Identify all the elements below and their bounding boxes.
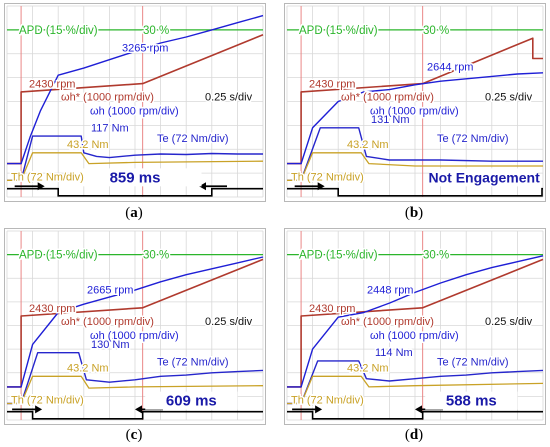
series-line-wh [7,14,264,165]
engagement-time-box [430,168,538,187]
caption-b: (b) [404,205,424,221]
apd-label: APD (15 %/div) [19,25,98,37]
time-scale: 0.25 s/div [485,92,533,104]
speed-peak: 2448 rpm [367,285,413,297]
te-peak: 130 Nm [91,339,130,351]
engagement-time-box [145,391,238,410]
arrow-right-icon [14,182,45,191]
series-line-te [7,351,264,405]
speed-label: ωh (1000 rpm/div) [370,106,459,118]
time-scale: 0.25 s/div [485,316,533,328]
th-value: 43.2 Nm [347,139,389,151]
series-line-th [7,152,264,181]
arrow-left-icon [199,182,227,191]
series-line-th [287,375,544,405]
caption-a: (a) [125,205,143,221]
th-label: Th (72 Nm/div) [11,394,84,406]
th-value: 43.2 Nm [347,363,389,375]
speed-peak: 3265 rpm [122,42,168,54]
series-line-wh [287,255,544,388]
panel-a: 859 ms APD (15 %/div) 30 % 2430 rpm ωh* (100… [4,3,266,202]
speed-label: ωh (1000 rpm/div) [370,330,459,342]
apd-label: APD (15 %/div) [299,250,378,262]
speed-ref-value: 2430 rpm [309,303,355,315]
caption-c: (c) [125,427,143,443]
speed-ref-label: ωh* (1000 rpm/div) [341,92,434,104]
th-label: Th (72 Nm/div) [11,171,84,183]
th-value: 43.2 Nm [67,363,109,375]
engagement-signal [287,187,543,197]
speed-ref-label: ωh* (1000 rpm/div) [341,316,434,328]
series-line-th [7,375,264,405]
engagement-time: 859 ms [110,169,161,186]
apd-value: 30 % [143,25,169,37]
apd-value: 30 % [423,250,449,262]
time-scale: 0.25 s/div [205,92,253,104]
arrow-right-icon [292,405,323,414]
engagement-time: 588 ms [446,393,497,410]
panel-c: 609 ms APD (15 %/div) 30 % 2430 rpm ωh* (100… [4,228,266,425]
engagement-signal [7,410,263,420]
speed-label: ωh (1000 rpm/div) [90,106,179,118]
th-label: Th (72 Nm/div) [291,171,364,183]
series-line-te [7,135,263,182]
engagement-time: 609 ms [166,393,217,410]
speed-label: ωh (1000 rpm/div) [90,330,179,342]
engagement-time-box [425,391,518,410]
apd-value: 30 % [143,250,169,262]
te-peak: 114 Nm [375,347,413,359]
scope-plot-b: Not Engagement APD (15 %/div) 30 % 2430 rpm… [286,5,544,198]
apd-value: 30 % [423,25,449,37]
speed-peak: 2644 rpm [427,61,473,73]
series-line-wh [7,256,264,388]
speed-peak: 2665 rpm [87,285,133,297]
panel-d: 588 ms APD (15 %/div) 30 % 2430 rpm ωh* (100… [284,228,546,425]
te-label: Te (72 Nm/div) [157,357,229,369]
series-line-te [287,360,544,405]
time-scale: 0.25 s/div [205,316,253,328]
te-peak: 131 Nm [371,114,410,126]
te-label: Te (72 Nm/div) [437,357,509,369]
engagement-time-box [68,168,202,187]
speed-ref-label: ωh* (1000 rpm/div) [61,92,154,104]
panel-b: Not Engagement APD (15 %/div) 30 % 2430 rpm… [284,3,546,202]
th-label: Th (72 Nm/div) [291,394,364,406]
arrow-right-icon [12,405,43,414]
caption-d: (d) [404,427,424,443]
series-line-wh [287,72,544,165]
th-value: 43.2 Nm [67,139,109,151]
apd-label: APD (15 %/div) [299,25,378,37]
grid [286,5,544,198]
speed-ref-label: ωh* (1000 rpm/div) [61,316,154,328]
arrow-right-icon [294,182,325,191]
apd-label: APD (15 %/div) [19,250,98,262]
speed-ref-value: 2430 rpm [309,79,355,91]
te-label: Te (72 Nm/div) [437,133,509,145]
series-line-te [287,127,543,182]
speed-ref-value: 2430 rpm [29,79,75,91]
engagement-signal [287,410,543,420]
engagement-signal [7,187,263,197]
series-line-th [287,152,543,181]
te-label: Te (72 Nm/div) [157,133,229,145]
te-peak: 117 Nm [91,122,129,134]
speed-ref-value: 2430 rpm [29,303,75,315]
engagement-time: Not Engagement [429,169,541,185]
